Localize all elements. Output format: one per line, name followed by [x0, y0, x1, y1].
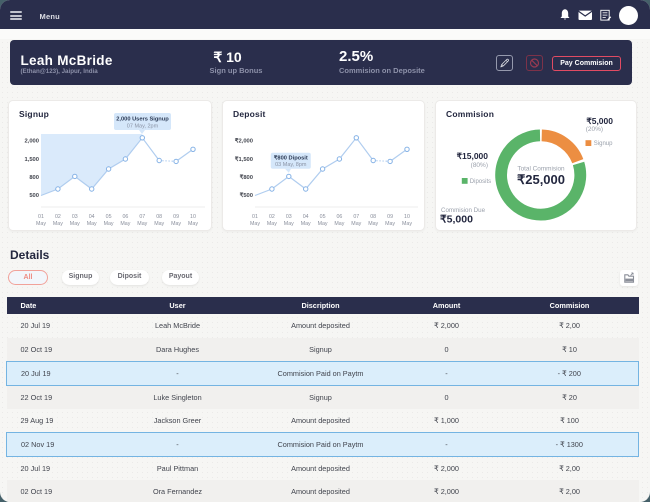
- svg-text:(20%): (20%): [586, 126, 603, 133]
- svg-text:May: May: [120, 221, 130, 227]
- svg-text:09: 09: [387, 214, 393, 220]
- svg-text:₹5,000: ₹5,000: [586, 116, 613, 126]
- svg-text:May: May: [250, 221, 260, 227]
- svg-text:500: 500: [29, 193, 39, 199]
- svg-text:2,000 Users Signup: 2,000 Users Signup: [116, 117, 169, 123]
- svg-text:1,500: 1,500: [24, 157, 39, 163]
- svg-text:May: May: [368, 221, 378, 227]
- svg-text:₹2,000: ₹2,000: [235, 138, 253, 145]
- svg-text:03 May, 8pm: 03 May, 8pm: [275, 162, 307, 168]
- svg-text:07: 07: [353, 214, 359, 220]
- svg-text:₹1,500: ₹1,500: [235, 156, 253, 163]
- svg-text:04: 04: [89, 214, 95, 220]
- svg-text:₹500: ₹500: [240, 192, 253, 199]
- svg-text:08: 08: [156, 214, 162, 220]
- svg-text:May: May: [171, 221, 181, 227]
- svg-text:May: May: [36, 221, 46, 227]
- svg-text:06: 06: [336, 214, 342, 220]
- svg-text:800: 800: [29, 175, 39, 181]
- svg-text:06: 06: [122, 214, 128, 220]
- svg-text:Total Commision: Total Commision: [517, 166, 565, 173]
- svg-text:Commision Due: Commision Due: [441, 207, 486, 214]
- svg-text:May: May: [53, 221, 63, 227]
- svg-text:07: 07: [139, 214, 145, 220]
- svg-text:10: 10: [404, 214, 410, 220]
- svg-text:01: 01: [38, 214, 44, 220]
- svg-text:May: May: [70, 221, 80, 227]
- svg-text:01: 01: [252, 214, 258, 220]
- svg-text:05: 05: [106, 214, 112, 220]
- svg-text:07 May, 2pm: 07 May, 2pm: [127, 123, 159, 129]
- svg-text:May: May: [402, 221, 412, 227]
- svg-text:May: May: [301, 221, 311, 227]
- svg-text:₹800: ₹800: [240, 174, 253, 181]
- svg-text:03: 03: [72, 214, 78, 220]
- svg-text:02: 02: [269, 214, 275, 220]
- svg-text:May: May: [351, 221, 361, 227]
- svg-text:May: May: [137, 221, 147, 227]
- svg-text:May: May: [334, 221, 344, 227]
- svg-text:03: 03: [286, 214, 292, 220]
- svg-text:(80%): (80%): [471, 162, 488, 169]
- svg-text:₹800 Diposit: ₹800 Diposit: [274, 155, 308, 162]
- svg-text:Signup: Signup: [594, 141, 613, 147]
- svg-text:10: 10: [190, 214, 196, 220]
- svg-text:2,000: 2,000: [24, 139, 39, 145]
- svg-text:May: May: [284, 221, 294, 227]
- svg-text:09: 09: [173, 214, 179, 220]
- svg-text:Diposits: Diposits: [470, 179, 491, 185]
- svg-text:May: May: [104, 221, 114, 227]
- svg-text:May: May: [267, 221, 277, 227]
- svg-text:May: May: [154, 221, 164, 227]
- svg-text:05: 05: [320, 214, 326, 220]
- svg-text:May: May: [87, 221, 97, 227]
- svg-text:May: May: [318, 221, 328, 227]
- svg-text:08: 08: [370, 214, 376, 220]
- svg-text:₹25,000: ₹25,000: [517, 172, 565, 187]
- svg-text:₹15,000: ₹15,000: [457, 151, 489, 161]
- svg-text:02: 02: [55, 214, 61, 220]
- svg-text:May: May: [385, 221, 395, 227]
- svg-text:₹5,000: ₹5,000: [440, 214, 473, 226]
- svg-text:May: May: [188, 221, 198, 227]
- svg-text:04: 04: [303, 214, 309, 220]
